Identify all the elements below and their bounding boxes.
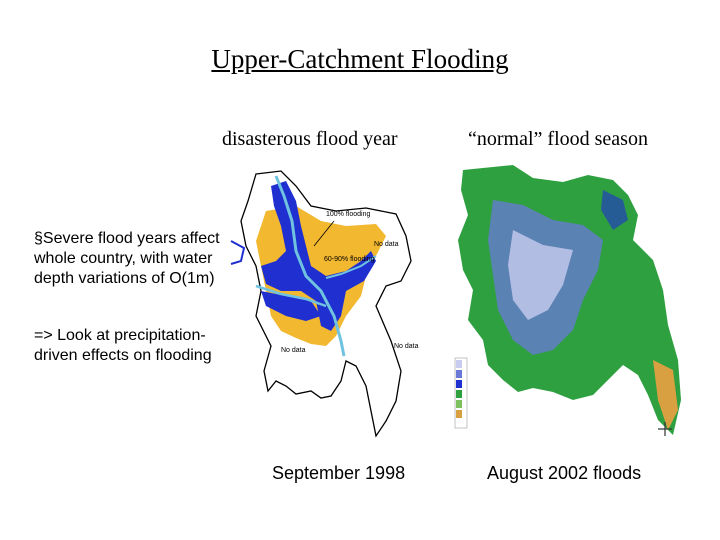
label-100-flooding: 100% flooding xyxy=(326,211,370,218)
label-no-data: No data xyxy=(281,347,306,354)
pointer-line xyxy=(313,220,335,247)
legend-swatch xyxy=(456,410,462,418)
river-main xyxy=(274,175,346,357)
river-outlet xyxy=(230,240,246,265)
hill-area xyxy=(653,360,678,430)
slide-title: Upper-Catchment Flooding xyxy=(211,44,509,74)
bullet-severe-floods: §Severe flood years affect whole country… xyxy=(34,230,220,287)
legend-swatch xyxy=(456,400,462,408)
label-60-90-flooding: 60-90% flooding xyxy=(324,256,375,263)
label-no-data: No data xyxy=(394,343,419,350)
river-west xyxy=(255,284,327,308)
legend-swatch xyxy=(456,370,462,378)
deep-flood-region-west xyxy=(261,291,321,321)
label-no-data: No data xyxy=(374,241,399,248)
legend-swatch xyxy=(456,360,462,368)
right-map-caption: August 2002 floods xyxy=(487,463,642,483)
flooded-area-north xyxy=(601,190,628,230)
north-arrow-icon xyxy=(658,422,672,436)
flood-map-1998: 100% flooding 60-90% flooding No data No… xyxy=(230,170,419,438)
legend-swatch xyxy=(456,380,462,388)
river-east xyxy=(325,255,377,279)
left-map-caption: September 1998 xyxy=(272,463,406,483)
left-map-heading: disasterous flood year xyxy=(222,128,398,150)
right-map-heading: “normal” flood season xyxy=(468,128,648,150)
flooded-area-light xyxy=(508,230,573,320)
legend-swatch xyxy=(456,390,462,398)
bullet-precipitation: => Look at precipitation-driven effects … xyxy=(34,327,212,364)
flood-map-2002 xyxy=(454,165,681,436)
